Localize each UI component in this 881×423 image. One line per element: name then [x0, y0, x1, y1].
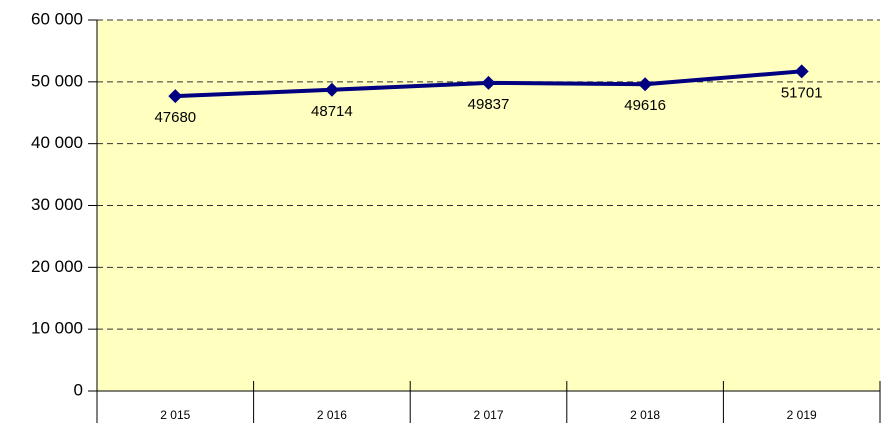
x-tick-label: 2 019: [787, 408, 817, 422]
marker: [324, 82, 339, 97]
y-tick-label: 10 000: [31, 319, 83, 338]
data-label: 49616: [624, 97, 666, 114]
y-tick-label: 0: [74, 380, 83, 399]
data-label: 51701: [781, 84, 823, 101]
marker: [481, 75, 496, 90]
marker: [168, 89, 183, 104]
y-tick-label: 40 000: [31, 133, 83, 152]
marker: [638, 77, 653, 92]
y-tick-label: 50 000: [31, 71, 83, 90]
y-tick-label: 60 000: [31, 9, 83, 28]
y-tick-label: 30 000: [31, 195, 83, 214]
x-tick-label: 2 016: [317, 408, 347, 422]
y-tick-label: 20 000: [31, 257, 83, 276]
data-label: 48714: [311, 103, 353, 120]
x-tick-label: 2 017: [473, 408, 503, 422]
data-label: 47680: [154, 109, 196, 126]
x-tick-label: 2 015: [160, 408, 190, 422]
marker: [794, 64, 809, 79]
x-tick-label: 2 018: [630, 408, 660, 422]
data-label: 49837: [468, 96, 510, 113]
